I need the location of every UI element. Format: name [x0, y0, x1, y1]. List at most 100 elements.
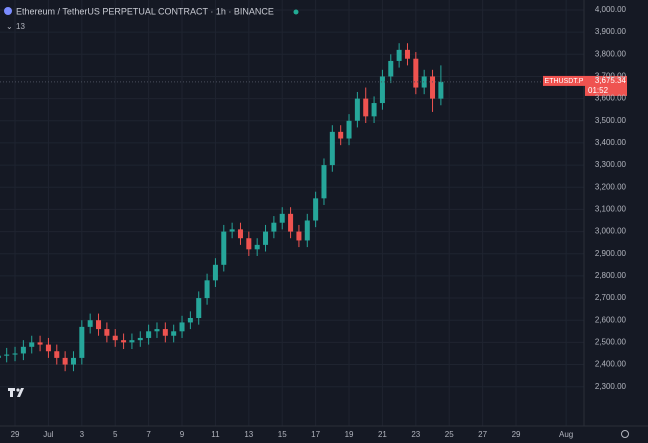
x-tick-label: Jul	[43, 430, 53, 439]
candle-body	[29, 342, 35, 347]
x-tick-label: 5	[113, 430, 118, 439]
y-tick-label: 2,400.00	[595, 360, 627, 369]
candle-body	[129, 340, 135, 343]
indicator-count[interactable]: 13	[16, 22, 25, 31]
candles	[0, 43, 444, 372]
candle-body	[70, 357, 76, 365]
x-tick-label: 3	[80, 430, 85, 439]
candle-body	[221, 231, 227, 265]
y-tick-label: 2,300.00	[595, 382, 627, 391]
candle-body	[279, 213, 285, 223]
candle-body	[137, 337, 143, 341]
candle-body	[196, 298, 202, 319]
symbol-tag: ETHUSDT.P	[545, 78, 584, 85]
status-dot	[293, 9, 299, 15]
candle-body	[246, 238, 252, 250]
candle-body	[421, 76, 427, 88]
candle-body	[321, 165, 327, 199]
y-tick-label: 2,900.00	[595, 249, 627, 258]
candle-body	[154, 329, 160, 332]
candle-body	[0, 355, 1, 358]
candle-body	[4, 354, 10, 356]
chart-title: Ethereum / TetherUS PERPETUAL CONTRACT ·…	[16, 6, 274, 16]
y-tick-label: 2,700.00	[595, 293, 627, 302]
y-tick-label: 4,000.00	[595, 5, 627, 14]
y-tick-label: 3,300.00	[595, 160, 627, 169]
candle-body	[179, 322, 185, 332]
candle-body	[271, 222, 277, 232]
candle-body	[404, 49, 410, 59]
candle-body	[20, 346, 26, 354]
collapse-arrow[interactable]: ⌄	[6, 22, 13, 31]
logo	[8, 388, 24, 397]
x-tick-label: 19	[345, 430, 354, 439]
x-tick-label: Aug	[559, 430, 573, 439]
candle-body	[12, 353, 18, 355]
y-tick-label: 3,500.00	[595, 116, 627, 125]
candle-body	[62, 357, 68, 365]
y-tick-label: 3,700.00	[595, 72, 627, 81]
countdown: 01:52	[588, 86, 609, 95]
x-tick-label: 27	[478, 430, 487, 439]
candle-body	[363, 98, 369, 117]
candle-body	[204, 280, 210, 299]
y-tick-label: 3,100.00	[595, 205, 627, 214]
candle-body	[87, 320, 93, 327]
y-tick-label: 3,900.00	[595, 27, 627, 36]
y-tick-label: 3,200.00	[595, 182, 627, 191]
settings-icon[interactable]	[621, 430, 629, 438]
x-tick-label: 23	[411, 430, 420, 439]
candle-body	[379, 76, 385, 104]
y-tick-label: 3,400.00	[595, 138, 627, 147]
candle-body	[313, 198, 319, 221]
y-tick-label: 3,600.00	[595, 94, 627, 103]
candle-body	[237, 229, 243, 239]
candle-body	[104, 329, 110, 336]
price-tag: 3,675.34	[595, 76, 627, 85]
x-tick-label: 17	[311, 430, 320, 439]
symbol-tag-box	[543, 75, 585, 86]
y-tick-label: 3,000.00	[595, 227, 627, 236]
candle-body	[162, 329, 168, 336]
candle-body	[338, 131, 344, 139]
candle-body	[187, 318, 193, 323]
x-tick-label: 11	[211, 430, 220, 439]
candle-body	[146, 331, 152, 338]
candle-body	[388, 60, 394, 77]
candle-body	[288, 213, 294, 232]
candle-body	[438, 81, 444, 99]
candle-body	[346, 120, 352, 139]
y-tick-label: 3,800.00	[595, 49, 627, 58]
candle-body	[329, 131, 335, 166]
candle-body	[413, 58, 419, 88]
candle-body	[45, 344, 51, 352]
x-tick-label: 15	[278, 430, 287, 439]
candle-body	[171, 331, 177, 336]
candle-body	[304, 220, 310, 241]
price-tag-box	[585, 75, 627, 96]
candle-body	[54, 351, 60, 358]
y-tick-label: 2,500.00	[595, 337, 627, 346]
candle-body	[296, 231, 302, 241]
candle-body	[229, 229, 235, 232]
y-tick-label: 2,800.00	[595, 271, 627, 280]
x-tick-label: 7	[146, 430, 151, 439]
x-tick-label: 29	[11, 430, 20, 439]
candle-body	[430, 76, 436, 99]
y-tick-label: 2,600.00	[595, 315, 627, 324]
candle-body	[396, 49, 402, 61]
candle-body	[371, 103, 377, 117]
x-tick-label: 25	[445, 430, 454, 439]
grid	[0, 0, 584, 426]
candle-body	[263, 231, 269, 245]
candle-body	[354, 98, 360, 121]
candle-body	[112, 335, 118, 341]
x-tick-label: 13	[244, 430, 253, 439]
x-tick-label: 29	[512, 430, 521, 439]
candle-body	[212, 264, 218, 281]
candle-body	[121, 340, 127, 343]
symbol-icon	[4, 7, 12, 15]
